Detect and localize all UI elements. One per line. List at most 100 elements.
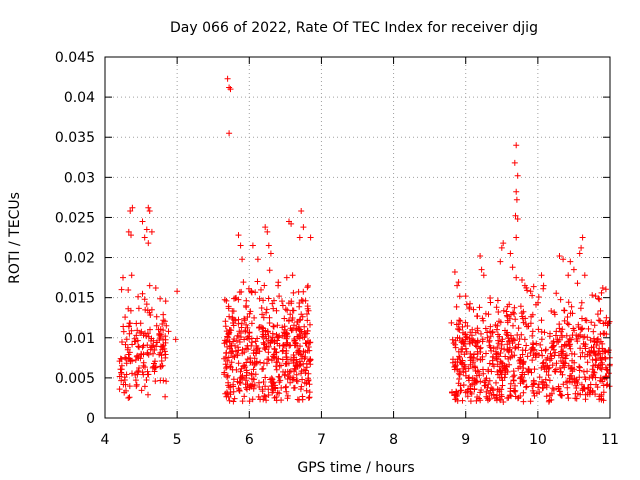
data-point — [269, 300, 276, 307]
data-point — [300, 288, 307, 295]
x-tick-label: 7 — [317, 432, 326, 448]
data-point — [546, 333, 553, 340]
data-point — [252, 371, 259, 378]
data-point — [587, 337, 594, 344]
data-point — [557, 296, 564, 303]
data-point — [283, 274, 290, 281]
data-point — [567, 258, 574, 265]
data-point — [590, 328, 597, 335]
data-point — [462, 293, 469, 300]
x-tick-label: 8 — [389, 432, 398, 448]
data-point — [513, 196, 520, 203]
data-point — [224, 357, 231, 364]
data-point — [477, 253, 484, 259]
data-point — [603, 366, 610, 373]
data-point — [136, 365, 142, 371]
data-point — [252, 289, 259, 296]
data-point — [589, 356, 596, 363]
data-point — [523, 342, 530, 349]
data-point — [304, 311, 310, 317]
data-point — [462, 389, 469, 396]
data-point — [289, 317, 296, 323]
data-point — [289, 272, 296, 279]
data-point — [152, 358, 158, 365]
data-point — [281, 315, 288, 322]
data-point — [287, 311, 294, 318]
data-point — [496, 318, 502, 325]
data-point — [122, 354, 128, 361]
data-point — [449, 336, 456, 343]
data-point — [579, 234, 586, 241]
data-point — [289, 307, 296, 314]
data-point — [252, 338, 259, 345]
data-point — [595, 335, 601, 342]
data-point — [163, 322, 170, 329]
data-point — [480, 272, 487, 279]
data-point — [543, 368, 550, 375]
data-point — [249, 242, 256, 249]
data-point — [564, 314, 571, 320]
data-point — [455, 370, 462, 377]
data-point — [281, 372, 288, 379]
data-point — [281, 323, 288, 330]
data-point — [229, 308, 236, 314]
data-point — [501, 365, 508, 372]
data-point — [238, 324, 245, 331]
data-point — [232, 348, 239, 355]
data-point — [542, 376, 549, 383]
data-point — [263, 306, 270, 313]
data-point — [263, 309, 270, 316]
data-point — [132, 338, 139, 345]
data-point — [132, 377, 139, 384]
data-point — [235, 232, 242, 239]
data-point — [284, 395, 291, 402]
data-point — [467, 398, 474, 405]
data-point — [480, 317, 487, 324]
data-point — [550, 343, 557, 350]
data-point — [472, 342, 479, 349]
data-point — [459, 397, 466, 404]
data-point — [299, 298, 306, 305]
data-point — [251, 355, 258, 362]
data-point — [240, 279, 247, 286]
data-point — [529, 328, 536, 335]
data-point — [251, 314, 258, 321]
data-point — [226, 384, 233, 391]
data-point — [160, 377, 167, 384]
data-point — [597, 331, 604, 338]
data-point — [457, 387, 464, 394]
data-point — [538, 317, 545, 324]
data-point — [135, 368, 142, 374]
data-point — [223, 389, 230, 396]
data-point — [577, 353, 584, 360]
x-tick-label: 5 — [173, 432, 182, 448]
data-point — [486, 342, 493, 349]
data-point — [146, 282, 153, 289]
data-point — [265, 349, 272, 356]
data-point — [548, 308, 555, 314]
data-point — [523, 383, 530, 390]
data-point — [564, 391, 571, 398]
data-point — [153, 313, 160, 320]
data-point — [559, 350, 566, 357]
data-point — [126, 383, 133, 390]
data-point — [498, 386, 505, 393]
data-point — [458, 349, 465, 355]
data-point — [280, 368, 286, 375]
data-point — [478, 266, 485, 273]
data-point — [597, 365, 604, 372]
data-point — [155, 326, 162, 333]
data-point — [492, 348, 499, 355]
data-point — [296, 362, 303, 369]
data-point — [454, 366, 461, 373]
data-point — [552, 368, 559, 375]
data-point — [307, 339, 314, 346]
data-point — [451, 269, 458, 275]
data-point — [290, 352, 297, 358]
data-point — [456, 376, 463, 382]
data-point — [498, 244, 505, 251]
data-point — [593, 352, 599, 359]
data-point — [472, 338, 478, 345]
plot-frame — [104, 56, 611, 419]
data-point — [126, 394, 133, 401]
